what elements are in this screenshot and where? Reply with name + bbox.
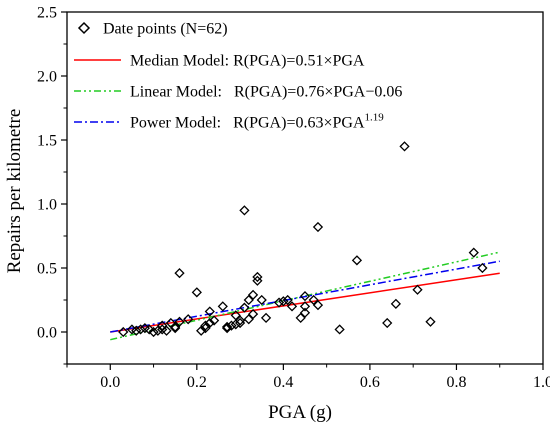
data-point-diamond [308,294,319,306]
data-point-diamond [278,296,289,307]
data-point-diamond [299,307,311,318]
data-point-diamond [170,323,181,334]
y-tick-label: 2.0 [37,69,57,86]
data-point-diamond [312,221,324,233]
data-point-diamond [252,271,263,283]
data-point-diamond [239,302,250,313]
data-point-diamond [209,315,220,326]
y-tick-label: 0.0 [37,325,57,342]
data-point-diamond [477,262,488,274]
data-point-diamond [390,298,401,309]
data-point-diamond [243,314,254,325]
data-point-diamond [144,324,155,335]
data-point-diamond [425,316,436,327]
data-point-diamond [239,205,250,216]
data-point-diamond [468,247,479,258]
data-point-diamond [226,320,237,331]
y-tick-label: 2.5 [37,5,57,22]
legend-label-data-points: Date points (N=62) [103,21,228,38]
x-tick-label: 0.2 [187,374,207,391]
x-tick-label: 0.4 [273,374,293,391]
model-line-linear-model [110,251,500,341]
y-axis-title: Repairs per kilometre [4,109,25,274]
data-point-diamond [351,255,363,266]
legend-marker-diamond [77,21,91,35]
data-point-diamond [412,284,423,295]
x-tick-label: 0.8 [446,374,466,391]
plot-frame [66,11,544,365]
legend-label-power-main: Power Model: R(PGA)=0.63×PGA [130,115,365,132]
data-point-diamond [191,287,202,298]
data-point-diamond [200,320,211,331]
data-point-diamond [204,317,215,329]
data-point-diamond [152,325,163,336]
y-tick-label: 1.5 [37,133,57,150]
data-point-diamond [118,326,129,338]
data-point-diamond [334,324,345,335]
model-line-power-model [110,260,500,333]
x-axis-title: PGA (g) [268,402,332,423]
data-point-diamond [217,301,228,312]
data-point-diamond [196,325,207,336]
data-point-diamond [221,323,233,334]
data-point-diamond [252,275,263,286]
axis-tick-labels: 0.0 0.2 0.4 0.6 0.8 1.0 0.0 0.5 1.0 1.5 2.0 2.5 [37,5,550,392]
data-point-diamond [161,325,172,336]
data-point-diamond [131,325,142,336]
data-point-diamond [204,306,215,317]
data-point-diamond [183,314,194,325]
data-point-diamond [260,312,272,324]
data-point-diamond [221,321,233,332]
data-point-diamond [174,316,185,327]
legend-label-median: Median Model: R(PGA)=0.51×PGA [130,53,365,70]
data-point-diamond [282,294,293,306]
data-point-diamond [247,308,259,320]
data-point-diamond [273,297,285,308]
legend-label-linear: Linear Model: R(PGA)=0.76×PGA−0.06 [130,84,402,101]
y-tick-label: 1.0 [37,197,57,214]
plot-area-border [66,11,544,365]
data-point-diamond [230,310,241,321]
x-tick-label: 0.0 [100,374,120,391]
data-point-diamond [382,317,393,329]
legend-label-power: Power Model: R(PGA)=0.63×PGA1.19 [130,112,384,132]
data-point-diamond [234,315,246,326]
data-point-diamond [299,291,311,302]
data-point-diamond [295,312,306,324]
data-point-diamond [299,301,311,312]
data-point-diamond [256,294,267,306]
legend-label-power-exponent: 1.19 [365,112,385,124]
data-point-diamond [312,300,324,311]
data-point-diamond [399,141,410,152]
data-point-diamond [157,320,168,331]
data-point-diamond [135,324,146,335]
legend: Date points (N=62) Median Model: R(PGA)=… [74,21,402,132]
data-point-diamond [286,301,298,312]
data-point-diamond [174,268,185,279]
axis-ticks [61,11,544,370]
data-points [118,141,488,338]
x-tick-label: 1.0 [533,374,550,391]
y-tick-label: 0.5 [37,261,57,278]
data-point-diamond [170,321,181,332]
x-tick-label: 0.6 [360,374,380,391]
data-point-diamond [157,324,168,335]
data-point-diamond [243,294,254,306]
data-point-diamond [148,326,159,338]
data-point-diamond [247,289,259,300]
